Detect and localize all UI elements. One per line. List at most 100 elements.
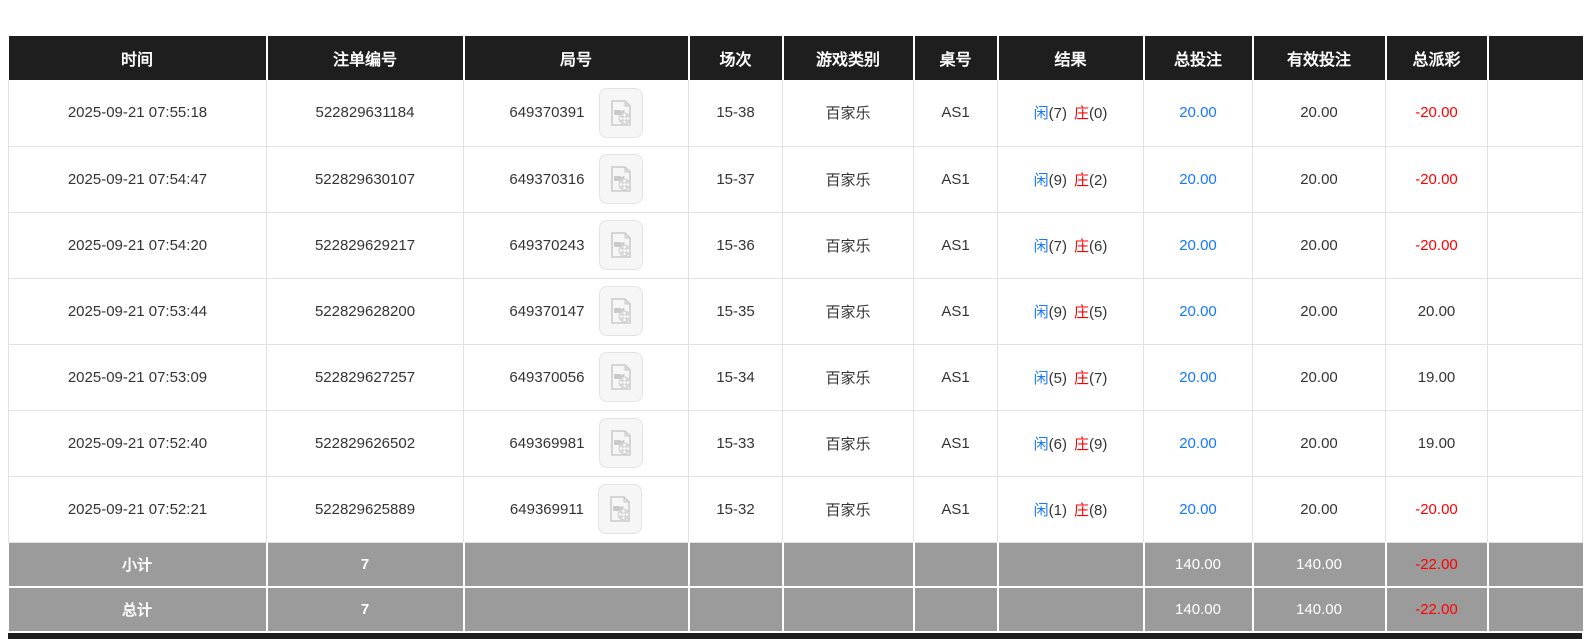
col-header-total-bet: 总投注 (1143, 36, 1254, 80)
cell-empty (1487, 278, 1583, 345)
cell-payout: -20.00 (1385, 80, 1488, 147)
grand-total-valid-bet: 140.00 (1252, 587, 1387, 633)
cell-bet-id: 522829626502 (266, 410, 464, 477)
cell-payout: 19.00 (1385, 344, 1488, 411)
cell-total-bet: 20.00 (1143, 212, 1253, 279)
banker-result-label: 庄 (1074, 501, 1090, 519)
cell-result: 闲(5) 庄(7) (997, 344, 1144, 411)
grand-total-empty-table (913, 587, 999, 633)
cell-payout: -20.00 (1385, 476, 1488, 543)
subtotal-empty-last (1487, 542, 1583, 588)
col-header-session: 场次 (688, 36, 784, 80)
player-result-label: 闲 (1033, 303, 1049, 321)
round-number: 649369981 (509, 434, 585, 452)
cell-time: 2025-09-21 07:52:21 (8, 476, 267, 543)
grand-total-row: 总计 7 140.00 140.00 -22.00 (8, 587, 1583, 633)
cell-round: 649370243 (463, 212, 689, 279)
cell-table-no: AS1 (913, 410, 998, 477)
banker-result-label: 庄 (1074, 369, 1090, 387)
subtotal-valid-bet: 140.00 (1252, 542, 1387, 588)
player-result-score: (9) (1048, 171, 1067, 189)
cell-game-type: 百家乐 (782, 146, 914, 213)
round-number: 649370391 (509, 104, 585, 122)
player-result-score: (7) (1048, 237, 1067, 255)
video-replay-button[interactable] (598, 286, 643, 336)
bottom-bar (8, 633, 1582, 639)
subtotal-payout: -22.00 (1385, 542, 1489, 588)
cell-bet-id: 522829627257 (266, 344, 464, 411)
table-row: 2025-09-21 07:52:21 522829625889 6493699… (8, 476, 1583, 543)
cell-time: 2025-09-21 07:53:09 (8, 344, 267, 411)
grand-total-count: 7 (266, 587, 465, 633)
cell-time: 2025-09-21 07:54:47 (8, 146, 267, 213)
grand-total-empty-round (463, 587, 690, 633)
cell-total-bet: 20.00 (1143, 410, 1253, 477)
cell-valid-bet: 20.00 (1252, 476, 1386, 543)
col-header-game-type: 游戏类别 (782, 36, 915, 80)
video-replay-button[interactable] (598, 87, 643, 138)
cell-valid-bet: 20.00 (1252, 212, 1386, 279)
cell-valid-bet: 20.00 (1252, 410, 1386, 477)
table-body: 2025-09-21 07:55:18 522829631184 6493703… (8, 80, 1583, 543)
video-replay-icon (610, 165, 631, 192)
table-row: 2025-09-21 07:55:18 522829631184 6493703… (8, 80, 1583, 147)
cell-valid-bet: 20.00 (1252, 146, 1386, 213)
cell-empty (1487, 476, 1583, 543)
cell-bet-id: 522829630107 (266, 146, 464, 213)
banker-result-score: (0) (1089, 105, 1108, 123)
cell-valid-bet: 20.00 (1252, 278, 1386, 345)
col-header-empty (1487, 36, 1583, 80)
video-replay-button[interactable] (598, 484, 643, 534)
cell-result: 闲(7) 庄(0) (997, 80, 1144, 147)
cell-total-bet: 20.00 (1143, 80, 1253, 147)
cell-round: 649369981 (463, 410, 689, 477)
cell-empty (1487, 344, 1583, 411)
banker-result-label: 庄 (1074, 435, 1090, 453)
cell-valid-bet: 20.00 (1252, 344, 1386, 411)
cell-session: 15-32 (688, 476, 783, 543)
banker-result-score: (9) (1089, 435, 1108, 453)
video-replay-button[interactable] (598, 154, 643, 204)
cell-payout: 20.00 (1385, 278, 1488, 345)
player-result-score: (6) (1048, 435, 1067, 453)
video-replay-button[interactable] (598, 220, 643, 270)
col-header-bet-id: 注单编号 (266, 36, 465, 80)
col-header-result: 结果 (997, 36, 1145, 80)
cell-round: 649370147 (463, 278, 689, 345)
player-result-label: 闲 (1033, 105, 1049, 123)
grand-total-empty-result (997, 587, 1145, 633)
grand-total-label: 总计 (8, 587, 268, 633)
player-result-score: (7) (1048, 105, 1067, 123)
player-result-score: (5) (1048, 369, 1067, 387)
table-header: 时间 注单编号 局号 场次 游戏类别 桌号 结果 总投注 有效投注 总派彩 (8, 36, 1583, 80)
col-header-time: 时间 (8, 36, 268, 80)
table-row: 2025-09-21 07:53:09 522829627257 6493700… (8, 344, 1583, 411)
cell-payout: 19.00 (1385, 410, 1488, 477)
table-row: 2025-09-21 07:54:47 522829630107 6493703… (8, 146, 1583, 213)
cell-empty (1487, 410, 1583, 477)
cell-game-type: 百家乐 (782, 476, 914, 543)
cell-game-type: 百家乐 (782, 278, 914, 345)
subtotal-row: 小计 7 140.00 140.00 -22.00 (8, 542, 1583, 588)
cell-total-bet: 20.00 (1143, 146, 1253, 213)
cell-table-no: AS1 (913, 146, 998, 213)
cell-round: 649370316 (463, 146, 689, 213)
cell-table-no: AS1 (913, 212, 998, 279)
cell-session: 15-36 (688, 212, 783, 279)
video-replay-icon (610, 231, 631, 258)
subtotal-empty-game (782, 542, 915, 588)
video-replay-button[interactable] (598, 418, 643, 468)
cell-time: 2025-09-21 07:54:20 (8, 212, 267, 279)
cell-result: 闲(9) 庄(2) (997, 146, 1144, 213)
grand-total-empty-session (688, 587, 784, 633)
bet-records-table: 时间 注单编号 局号 场次 游戏类别 桌号 结果 总投注 有效投注 总派彩 20… (8, 36, 1583, 633)
video-replay-button[interactable] (598, 352, 643, 402)
video-replay-icon (610, 99, 631, 126)
subtotal-empty-session (688, 542, 784, 588)
banker-result-score: (8) (1089, 501, 1108, 519)
round-number: 649370147 (509, 302, 585, 320)
cell-session: 15-37 (688, 146, 783, 213)
col-header-payout: 总派彩 (1385, 36, 1489, 80)
player-result-label: 闲 (1033, 369, 1049, 387)
cell-result: 闲(6) 庄(9) (997, 410, 1144, 477)
